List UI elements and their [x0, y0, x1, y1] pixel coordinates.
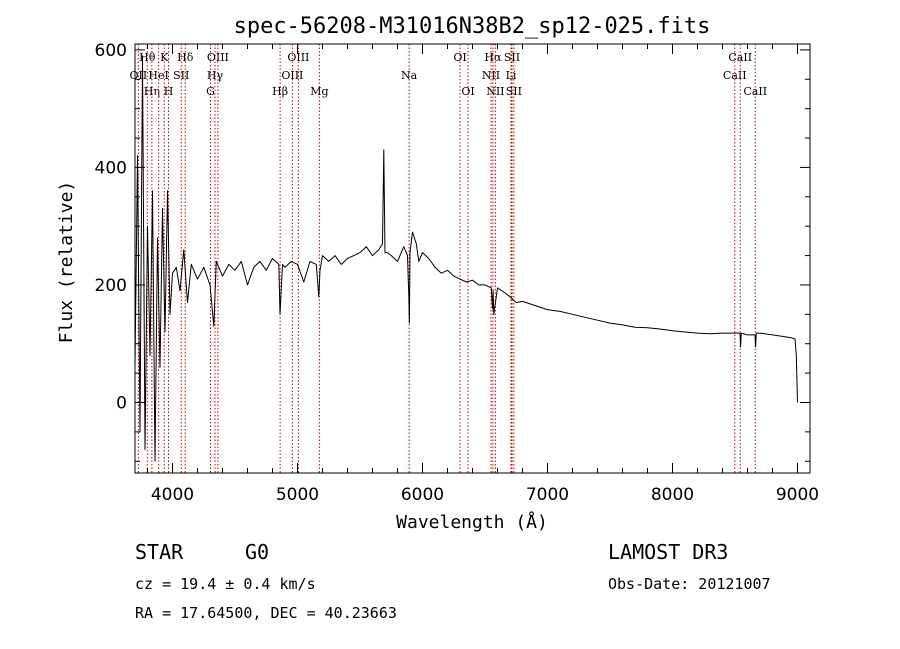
spectral-line-label-6: SII: [173, 69, 189, 82]
y-tick-label-0: 0: [116, 393, 127, 413]
spectral-line-label-26: CaII: [743, 85, 767, 98]
y-axis-label: Flux (relative): [56, 181, 77, 344]
spectral-line-label-13: OIII: [287, 51, 309, 64]
coordinates-readout: RA = 17.64500, DEC = 40.23663: [135, 604, 397, 622]
x-axis-label: Wavelength (Å): [396, 511, 548, 533]
series-layer: [134, 55, 798, 462]
chart-title: spec-56208-M31016N38B2_sp12-025.fits: [234, 14, 711, 39]
spectral-line-label-15: Na: [401, 69, 418, 82]
spectral-line-label-20: NII: [486, 85, 504, 98]
x-tick-label-3: 7000: [526, 485, 569, 505]
spectral-line-label-17: OI: [461, 85, 474, 98]
x-tick-label-2: 6000: [401, 485, 444, 505]
spectral-line-label-0: OII: [130, 69, 148, 82]
spectral-line-label-5: H: [164, 85, 174, 98]
object-subclass: G0: [245, 540, 270, 564]
spectral-line-label-12: OIII: [281, 69, 303, 82]
x-tick-label-1: 5000: [276, 485, 319, 505]
spectral-line-label-9: Hγ: [207, 69, 224, 82]
spectral-line-label-25: CaII: [728, 51, 752, 64]
spectral-line-label-24: CaII: [723, 69, 747, 82]
spectral-line-label-1: Hθ: [139, 51, 156, 64]
survey-name: LAMOST DR3: [608, 540, 729, 564]
object-class: STAR: [135, 540, 184, 564]
spectral-line-label-10: OIII: [207, 51, 229, 64]
y-tick-label-3: 600: [95, 41, 127, 61]
emission-lines-layer: OII Hθ Hη HeI K H SII Hδ G Hγ OIII Hβ OIII OIII Mg Na OI…: [130, 44, 767, 473]
redshift-readout: cz = 19.4 ± 0.4 km/s: [135, 575, 316, 593]
y-tick-label-1: 200: [95, 276, 127, 296]
plot-frame: [134, 43, 811, 474]
spectral-line-label-18: NII: [482, 69, 500, 82]
spectral-line-label-8: G: [206, 85, 215, 98]
spectral-line-label-11: Hβ: [272, 85, 288, 98]
spectral-line-label-14: Mg: [310, 85, 328, 98]
spectral-line-label-2: Hη: [144, 85, 160, 98]
spectral-line-label-21: Li: [506, 69, 517, 82]
x-tick-label-4: 8000: [651, 485, 694, 505]
spectral-line-label-16: OI: [453, 51, 466, 64]
x-tick-label-0: 4000: [151, 485, 194, 505]
spectral-line-label-7: Hδ: [177, 51, 194, 64]
spectral-line-label-4: K: [160, 51, 169, 64]
x-tick-label-5: 9000: [776, 485, 819, 505]
spectral-line-label-22: SII: [504, 51, 520, 64]
spectral-line-label-19: Hα: [484, 51, 502, 64]
spectral-line-label-23: SII: [506, 85, 522, 98]
y-tick-label-2: 400: [95, 158, 127, 178]
flux-series-line: [134, 55, 798, 462]
axes-layer: 4000 5000 6000 7000 8000 9000 0 200 400 600: [95, 41, 820, 505]
spectral-line-label-3: HeI: [148, 69, 168, 82]
observation-date: Obs-Date: 20121007: [608, 575, 771, 593]
